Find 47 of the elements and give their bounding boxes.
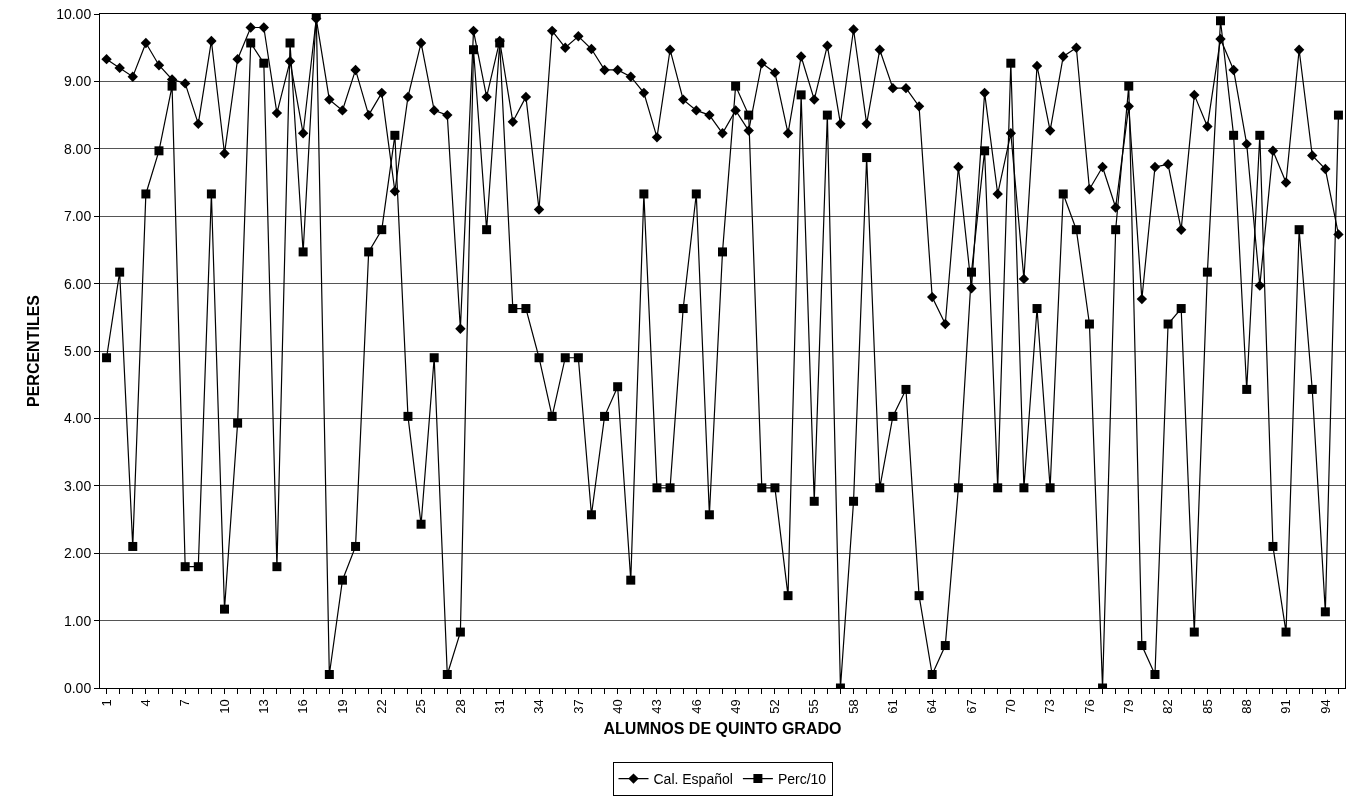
x-tick-label: 61 xyxy=(885,699,901,714)
y-tick-label: 7.00 xyxy=(63,208,92,225)
legend-label: Cal. Español xyxy=(653,771,733,788)
x-tick-label: 1 xyxy=(98,699,114,707)
x-tick-label: 40 xyxy=(609,699,625,714)
x-tick-label: 85 xyxy=(1199,699,1215,714)
y-tick-label: 10.00 xyxy=(56,5,92,22)
y-tick-label: 9.00 xyxy=(63,73,92,90)
x-tick-label: 4 xyxy=(138,699,154,707)
x-tick-label: 82 xyxy=(1160,699,1176,714)
x-tick-label: 22 xyxy=(373,699,389,714)
x-tick-label: 10 xyxy=(216,699,232,714)
x-tick-label: 19 xyxy=(334,699,350,714)
y-tick-label: 3.00 xyxy=(63,477,92,494)
y-tick-label: 1.00 xyxy=(63,612,92,629)
x-tick-label: 94 xyxy=(1317,699,1333,714)
x-tick-label: 58 xyxy=(845,699,861,714)
y-tick-label: 0.00 xyxy=(63,679,92,696)
x-tick-label: 43 xyxy=(649,699,665,714)
x-axis-title: ALUMNOS DE QUINTO GRADO xyxy=(603,720,842,738)
x-tick-label: 16 xyxy=(295,699,311,714)
x-tick-label: 70 xyxy=(1003,699,1019,714)
y-tick-label: 6.00 xyxy=(63,275,92,292)
x-tick-label: 31 xyxy=(491,699,507,714)
x-tick-label: 88 xyxy=(1238,699,1254,714)
legend-label: Perc/10 xyxy=(777,771,827,788)
x-tick-label: 37 xyxy=(570,699,586,714)
x-tick-label: 34 xyxy=(531,699,547,714)
x-tick-label: 52 xyxy=(767,699,783,714)
x-tick-label: 7 xyxy=(177,699,193,707)
x-tick-label: 67 xyxy=(963,699,979,714)
x-tick-label: 55 xyxy=(806,699,822,714)
y-tick-label: 5.00 xyxy=(63,342,92,359)
x-tick-label: 76 xyxy=(1081,699,1097,714)
y-axis-title: PERCENTILES xyxy=(25,294,43,408)
x-tick-label: 28 xyxy=(452,699,468,714)
y-tick-label: 4.00 xyxy=(63,410,92,427)
x-tick-label: 46 xyxy=(688,699,704,714)
x-tick-label: 79 xyxy=(1120,699,1136,714)
x-tick-label: 13 xyxy=(256,699,272,714)
x-tick-label: 73 xyxy=(1042,699,1058,714)
x-tick-label: 91 xyxy=(1278,699,1294,714)
y-tick-label: 2.00 xyxy=(63,545,92,562)
x-tick-label: 25 xyxy=(413,699,429,714)
y-tick-label: 8.00 xyxy=(63,140,92,157)
x-tick-label: 49 xyxy=(727,699,743,714)
x-tick-label: 64 xyxy=(924,699,940,714)
